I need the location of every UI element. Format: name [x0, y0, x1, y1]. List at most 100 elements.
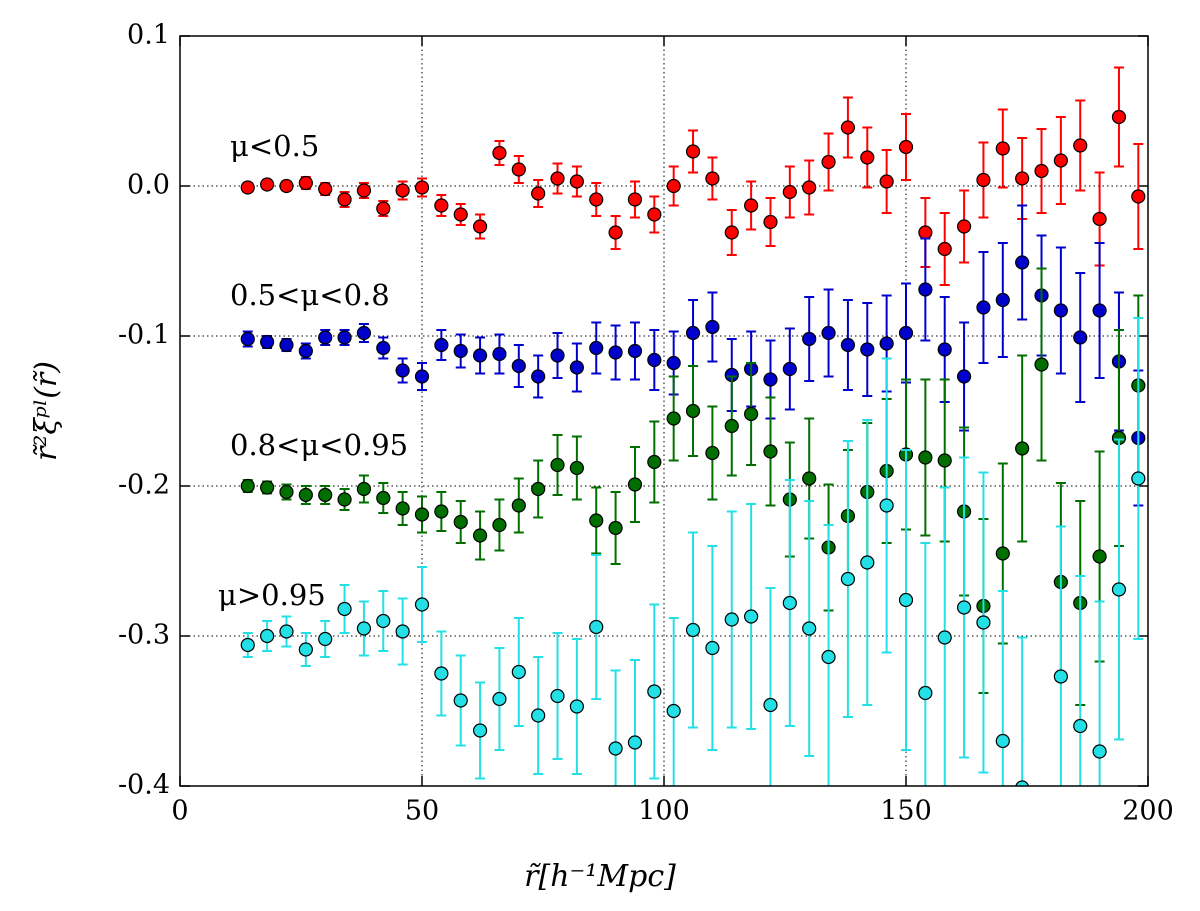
point [1092, 303, 1107, 318]
point [531, 481, 546, 497]
point [666, 703, 681, 719]
point [956, 369, 972, 384]
point [279, 484, 294, 500]
point [995, 141, 1010, 156]
point [531, 708, 546, 723]
point [569, 699, 584, 714]
point [1053, 153, 1068, 168]
plot-frame [179, 35, 1149, 787]
x-tick-label: 150 [880, 796, 932, 827]
point [976, 172, 991, 188]
point [434, 198, 449, 213]
point [918, 282, 933, 297]
point [376, 490, 391, 506]
point [434, 504, 449, 519]
point [376, 201, 391, 216]
y-axis-label: r̃²ξᵖˡ(r̃) [29, 361, 64, 461]
point [356, 621, 372, 636]
point [298, 642, 313, 657]
point [627, 343, 643, 359]
point [395, 183, 410, 198]
point [782, 595, 797, 611]
point [511, 358, 526, 374]
point [376, 340, 391, 356]
point [260, 334, 275, 350]
point [1111, 582, 1127, 597]
point [802, 471, 817, 486]
point [569, 360, 584, 375]
point [589, 513, 604, 528]
point [821, 649, 836, 665]
point [995, 292, 1010, 308]
point [685, 325, 701, 341]
point [918, 225, 933, 240]
y-tick-label: -0.2 [118, 470, 170, 501]
point [1092, 744, 1107, 759]
point [840, 120, 856, 135]
point [956, 219, 972, 234]
point [879, 336, 894, 351]
point [337, 601, 352, 617]
point [898, 592, 914, 608]
point [918, 685, 933, 701]
point [337, 492, 352, 507]
point [337, 330, 352, 345]
series-label: 0.8<μ<0.95 [230, 428, 408, 462]
point [434, 666, 449, 681]
point [298, 175, 313, 191]
point [976, 615, 991, 630]
point [627, 477, 643, 492]
series-label: 0.5<μ<0.8 [230, 278, 390, 312]
point [763, 214, 778, 230]
point [724, 418, 739, 434]
point [1073, 718, 1088, 734]
point [434, 337, 449, 353]
point [879, 498, 894, 513]
point [1111, 109, 1127, 125]
point [472, 348, 488, 363]
point [879, 174, 894, 189]
point [898, 139, 914, 155]
series-label: μ<0.5 [230, 129, 319, 163]
point [918, 450, 933, 465]
point [1034, 357, 1049, 372]
point [453, 343, 468, 359]
point [550, 348, 565, 363]
y-tick-label: -0.1 [118, 320, 170, 351]
point [376, 613, 391, 629]
point [531, 369, 546, 384]
point [492, 145, 507, 161]
point [744, 406, 759, 422]
point [395, 501, 410, 516]
point [995, 546, 1010, 561]
point [472, 528, 488, 543]
point [898, 325, 914, 341]
point [356, 481, 372, 497]
point [666, 355, 681, 371]
point [995, 733, 1010, 749]
point [1073, 330, 1088, 345]
y-tick-label: 0.0 [127, 170, 170, 201]
point [782, 184, 797, 200]
point [763, 697, 778, 713]
point [414, 180, 430, 195]
point [453, 207, 468, 222]
point [685, 144, 701, 159]
point [1092, 549, 1107, 564]
x-tick-label: 100 [638, 796, 690, 827]
point [1015, 171, 1030, 186]
point [279, 624, 294, 639]
point [511, 162, 526, 177]
x-axis-label: r̃[h⁻¹Mpc] [524, 859, 676, 894]
point [550, 688, 565, 704]
point [492, 691, 507, 707]
point [840, 571, 856, 587]
point [1034, 163, 1049, 179]
point [647, 352, 662, 368]
point [1015, 255, 1030, 270]
point [318, 487, 333, 503]
point [647, 454, 662, 470]
point [937, 342, 952, 357]
point [260, 628, 275, 644]
point [337, 192, 352, 207]
